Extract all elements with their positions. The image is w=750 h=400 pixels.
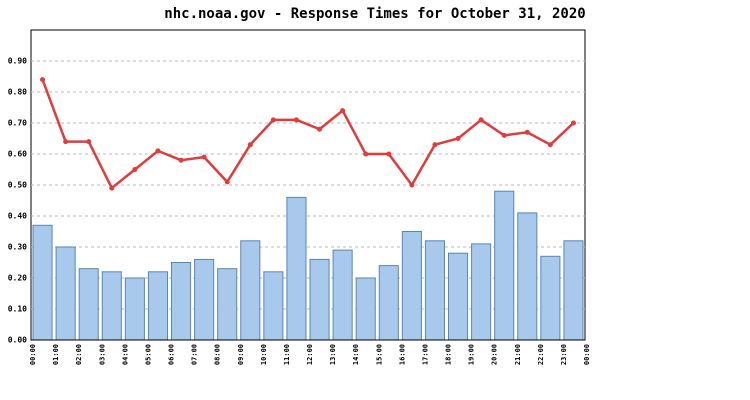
line-point (155, 148, 161, 154)
line-point (409, 182, 415, 188)
bar (424, 240, 445, 341)
bar (378, 265, 399, 341)
x-tick-label: 15:00 (375, 344, 383, 365)
x-tick-label: 11:00 (283, 344, 291, 365)
x-tick-label: 00:00 (29, 344, 37, 365)
y-tick-label: 0.20 (8, 274, 27, 283)
line-point (224, 179, 230, 185)
line-point (501, 132, 507, 138)
bar (355, 277, 376, 341)
line-point (478, 117, 484, 123)
line-point (570, 120, 576, 126)
line-point (455, 136, 461, 141)
y-tick-label: 0.10 (8, 305, 27, 314)
x-tick-label: 19:00 (468, 344, 476, 365)
bar (401, 231, 422, 341)
line-point (270, 117, 276, 123)
x-tick-label: 06:00 (168, 344, 176, 365)
line-point (293, 117, 299, 123)
x-tick-label: 08:00 (214, 344, 222, 365)
line-point (524, 129, 530, 135)
x-tick-label: 14:00 (352, 344, 360, 365)
line-point (317, 126, 323, 132)
bar (101, 271, 122, 341)
bar (124, 277, 145, 341)
bar (78, 268, 99, 341)
line-point (386, 151, 392, 157)
x-tick-label: 10:00 (260, 344, 268, 365)
y-tick-label: 0.70 (8, 119, 27, 128)
line-point (547, 142, 553, 148)
bar (309, 258, 330, 341)
x-tick-label: 18:00 (445, 344, 453, 365)
y-tick-label: 0.80 (8, 88, 27, 97)
x-tick-label: 01:00 (52, 344, 60, 365)
bar (240, 240, 261, 341)
line-point (178, 157, 184, 163)
line-point (132, 167, 138, 172)
line-point (432, 142, 438, 148)
bar (563, 240, 584, 341)
line-point (86, 139, 92, 145)
bar (194, 258, 215, 341)
line-point (340, 108, 346, 114)
line-point (40, 77, 46, 83)
x-tick-label: 12:00 (306, 344, 314, 365)
bar (147, 271, 169, 341)
x-tick-label: 16:00 (398, 344, 406, 365)
y-tick-label: 0.90 (8, 57, 27, 66)
x-tick-label: 07:00 (191, 344, 199, 365)
x-tick-label: 23:00 (560, 344, 568, 365)
bar (448, 252, 469, 341)
bar (32, 224, 53, 341)
x-tick-label: 03:00 (98, 344, 106, 365)
bar (55, 246, 76, 341)
line (41, 79, 575, 191)
x-tick-label: 21:00 (514, 344, 522, 365)
line-point (109, 185, 115, 191)
x-tick-label: 05:00 (144, 344, 152, 365)
x-tick-label: 09:00 (237, 344, 245, 365)
x-tick-label: 20:00 (491, 344, 499, 365)
bar (517, 212, 538, 341)
bar (494, 190, 515, 341)
bar (171, 262, 192, 341)
line-point (247, 142, 253, 148)
bar (286, 196, 307, 341)
bar (540, 255, 561, 341)
line-point (201, 154, 207, 160)
bar (217, 268, 238, 341)
x-tick-label: 02:00 (75, 344, 83, 365)
x-tick-label: 13:00 (329, 344, 337, 365)
y-tick-label: 0.30 (8, 243, 27, 252)
y-tick-label: 0.60 (8, 150, 27, 159)
y-tick-label: 0.50 (8, 181, 27, 190)
bar (263, 271, 284, 341)
y-tick-label: 0.40 (8, 212, 27, 221)
line-point (363, 151, 369, 157)
line-point (63, 139, 69, 145)
y-tick-label: 0.00 (8, 336, 27, 345)
bar (332, 249, 353, 341)
chart-title: nhc.noaa.gov - Response Times for Octobe… (164, 6, 585, 22)
bar (471, 243, 492, 341)
x-tick-label: 22:00 (537, 344, 545, 365)
x-tick-label: 04:00 (121, 344, 129, 365)
x-tick-label: 00:00 (583, 344, 591, 365)
x-tick-label: 17:00 (421, 344, 429, 365)
